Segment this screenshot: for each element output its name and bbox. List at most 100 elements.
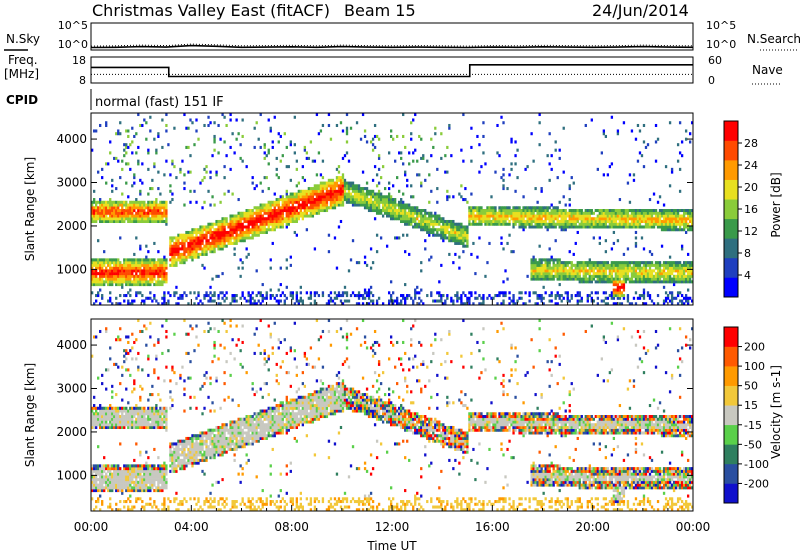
power-cell (484, 209, 487, 213)
power-cell (241, 225, 244, 229)
power-cell (387, 302, 391, 306)
power-cell (554, 269, 557, 273)
velocity-cell (121, 406, 124, 410)
power-cell (486, 206, 489, 210)
power-cell (97, 258, 100, 262)
power-cell (191, 255, 194, 259)
power-cell (345, 126, 349, 130)
power-cell (381, 200, 385, 204)
power-cell (151, 299, 154, 303)
power-cell (235, 233, 238, 237)
power-cell (97, 291, 100, 295)
power-cell (446, 145, 449, 149)
power-cell (321, 159, 325, 163)
velocity-cell (115, 489, 118, 493)
power-cell (556, 302, 559, 306)
power-cell (690, 266, 694, 270)
power-cell (95, 206, 98, 210)
velocity-cell (101, 472, 104, 476)
power-cell (259, 209, 262, 213)
power-cell (576, 209, 579, 213)
power-cell (221, 291, 224, 295)
power-cell (199, 233, 202, 237)
power-cell (115, 156, 118, 160)
power-cell (183, 255, 186, 259)
power-cell (253, 230, 256, 234)
power-cell (564, 272, 567, 276)
power-cell (554, 214, 557, 218)
power-cell (584, 263, 587, 267)
power-cell (307, 214, 311, 218)
power-cell (582, 280, 585, 284)
power-cell (626, 299, 630, 303)
power-cell (666, 209, 670, 213)
power-cell (335, 294, 339, 298)
power-cell (203, 236, 206, 240)
power-cell (237, 214, 240, 218)
power-cell (107, 261, 110, 265)
power-cell (458, 239, 461, 243)
power-cell (331, 200, 335, 204)
power-cell (261, 225, 264, 229)
velocity-cell (107, 486, 110, 490)
power-cell (101, 296, 104, 300)
power-cell (123, 143, 126, 147)
velocity-cell (117, 508, 120, 512)
power-cell (600, 211, 603, 215)
power-cell (243, 233, 246, 237)
power-cell (492, 214, 495, 218)
power-cell (127, 291, 130, 295)
power-cell (402, 203, 405, 207)
power-cell (157, 214, 160, 218)
power-cell (618, 219, 622, 224)
velocity-cell (111, 384, 114, 388)
power-cell (618, 288, 622, 292)
power-cell (620, 261, 624, 265)
power-cell (315, 189, 319, 193)
power-cell (622, 225, 626, 229)
power-cell (626, 225, 630, 229)
power-cell (652, 209, 656, 213)
power-cell (251, 233, 254, 237)
power-cell (464, 198, 467, 202)
power-cell (351, 200, 355, 204)
power-cell (592, 274, 595, 278)
power-cell (201, 302, 204, 306)
power-cell (648, 280, 652, 284)
power-cell (355, 294, 359, 298)
power-cell (454, 233, 457, 237)
power-cell (149, 187, 152, 191)
power-cell (486, 222, 489, 226)
power-cell (103, 283, 106, 287)
power-cell (602, 274, 606, 278)
power-cell (201, 250, 204, 254)
velocity-cell (123, 425, 126, 430)
power-cell (181, 252, 184, 256)
power-cell (424, 247, 427, 251)
power-cell (406, 203, 409, 207)
power-cell (181, 159, 184, 163)
power-cell (269, 206, 272, 210)
velocity-cell (109, 423, 112, 427)
power-cell (548, 225, 551, 229)
power-cell (137, 274, 140, 278)
power-cell (580, 280, 583, 284)
power-cell (105, 123, 108, 128)
figure-title: Christmas Valley East (fitACF) (92, 1, 330, 20)
power-cell (408, 162, 411, 166)
power-cell (622, 222, 626, 226)
power-cell (464, 230, 467, 234)
power-cell (379, 209, 383, 213)
power-cell (367, 203, 371, 207)
power-cell (341, 200, 345, 204)
power-cell (113, 219, 116, 224)
power-cell (428, 217, 431, 221)
power-cell (297, 211, 300, 215)
power-cell (544, 211, 547, 215)
power-cell (662, 274, 666, 278)
power-cell (566, 272, 569, 276)
power-cell (430, 211, 433, 215)
power-cell (217, 230, 220, 234)
power-cell (343, 154, 347, 158)
power-cell (600, 219, 603, 224)
